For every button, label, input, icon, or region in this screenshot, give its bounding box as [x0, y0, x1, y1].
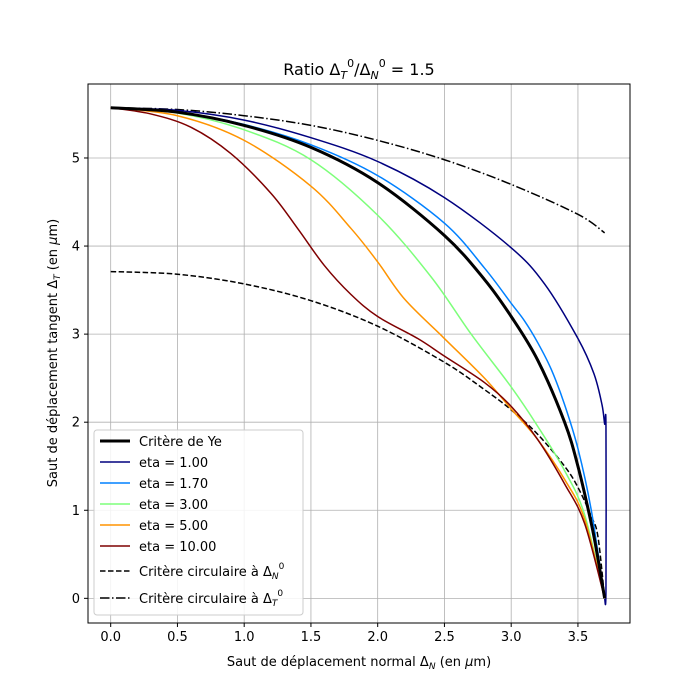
x-tick-label: 2.5 — [434, 630, 455, 645]
x-axis-label: Saut de déplacement normal ΔN (en μm) — [227, 655, 491, 672]
chart-title: Ratio ΔT0/ΔN0 = 1.5 — [283, 57, 434, 82]
series-lines — [110, 106, 607, 606]
legend: Critère de Ye eta = 1.00 eta = 1.70 eta … — [93, 429, 304, 616]
y-tick-label: 5 — [72, 151, 80, 166]
series-ye — [110, 106, 607, 599]
legend-label-ye: Critère de Ye — [139, 435, 222, 450]
legend-item-eta-1: eta = 1.00 — [100, 456, 208, 471]
legend-label-circ-t: Critère circulaire à ΔT0 — [139, 589, 283, 609]
x-tick-label: 3.5 — [568, 630, 589, 645]
legend-item-circ-t: Critère circulaire à ΔT0 — [100, 589, 283, 609]
y-axis-label: Saut de déplacement tangent ΔT (en μm) — [46, 219, 63, 487]
legend-item-ye: Critère de Ye — [100, 435, 222, 450]
legend-item-circ-n: Critère circulaire à ΔN0 — [100, 562, 285, 582]
legend-label-eta-1-7: eta = 1.70 — [139, 477, 208, 492]
series-eta-5 — [110, 107, 606, 599]
series-eta-10 — [110, 107, 606, 599]
x-tick-label: 3.0 — [501, 630, 522, 645]
y-tick-label: 1 — [72, 504, 80, 519]
legend-label-eta-10: eta = 10.00 — [139, 540, 216, 555]
y-tick-label: 4 — [72, 240, 80, 255]
legend-item-eta-5: eta = 5.00 — [100, 519, 208, 534]
legend-label-eta-5: eta = 5.00 — [139, 519, 208, 534]
plot-frame — [87, 83, 631, 624]
y-tick-label: 3 — [72, 328, 80, 343]
series-eta-3 — [110, 107, 606, 599]
axis-ticks: 0.0 0.5 1.0 1.5 2.0 2.5 3.0 3.5 0 1 2 3 4 5 — [72, 151, 589, 645]
y-tick-label: 2 — [72, 416, 80, 431]
series-eta-1 — [110, 107, 607, 606]
y-tick-label: 0 — [72, 592, 80, 607]
legend-item-eta-3: eta = 3.00 — [100, 498, 208, 513]
series-circ-t — [110, 107, 606, 234]
x-tick-label: 2.0 — [367, 630, 388, 645]
legend-item-eta-1-7: eta = 1.70 — [100, 477, 208, 492]
legend-label-eta-1: eta = 1.00 — [139, 456, 208, 471]
legend-item-eta-10: eta = 10.00 — [100, 540, 216, 555]
legend-label-eta-3: eta = 3.00 — [139, 498, 208, 513]
x-tick-label: 1.5 — [301, 630, 322, 645]
legend-label-circ-n: Critère circulaire à ΔN0 — [139, 562, 285, 582]
x-tick-label: 1.0 — [234, 630, 255, 645]
legend-box — [93, 429, 304, 616]
x-tick-label: 0.5 — [167, 630, 188, 645]
x-tick-label: 0.0 — [100, 630, 121, 645]
